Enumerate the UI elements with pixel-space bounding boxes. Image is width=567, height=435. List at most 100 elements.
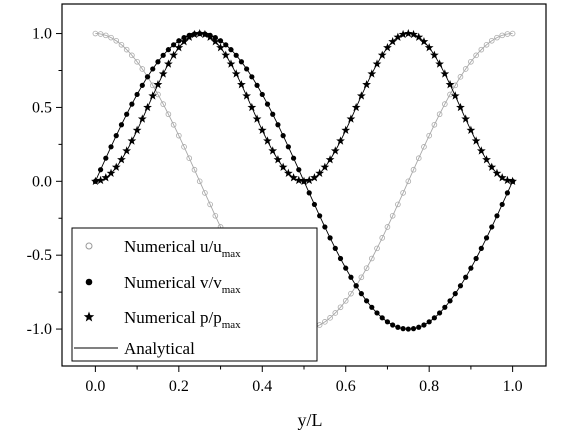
point-p — [289, 173, 298, 182]
point-p — [377, 50, 387, 59]
point-p — [430, 50, 439, 59]
point-v — [118, 122, 125, 128]
point-u — [400, 190, 406, 196]
point-p — [91, 176, 100, 186]
point-u — [196, 178, 203, 185]
point-p — [372, 59, 382, 68]
point-p — [263, 136, 272, 145]
point-v — [343, 265, 349, 271]
point-p — [137, 114, 147, 123]
point-u — [322, 319, 328, 325]
point-v — [369, 304, 375, 310]
point-u — [139, 66, 146, 72]
point-v — [437, 310, 443, 316]
x-tick-label: 0.0 — [85, 378, 105, 395]
point-u — [332, 310, 339, 316]
point-p — [117, 155, 126, 164]
point-v — [317, 213, 323, 219]
point-v — [249, 74, 255, 80]
point-p — [101, 173, 111, 182]
point-v — [259, 91, 265, 98]
point-v — [275, 122, 281, 128]
point-p — [325, 155, 335, 164]
series-p-markers — [91, 28, 517, 186]
point-p — [106, 168, 116, 177]
point-p — [351, 102, 361, 112]
point-v — [431, 315, 437, 321]
point-u — [165, 111, 172, 118]
point-p — [346, 114, 356, 123]
point-p — [205, 32, 215, 41]
point-v — [233, 52, 239, 58]
point-u — [342, 298, 349, 304]
point-v — [337, 255, 344, 262]
point-p — [237, 80, 246, 89]
point-v — [322, 224, 328, 230]
point-u — [108, 34, 114, 41]
point-p — [247, 102, 257, 112]
point-u — [494, 34, 500, 41]
point-v — [165, 47, 171, 53]
point-v — [285, 144, 291, 150]
point-u — [457, 74, 464, 80]
point-p — [127, 136, 137, 145]
point-u — [384, 224, 391, 230]
point-u — [405, 178, 412, 185]
point-v — [405, 326, 411, 332]
point-v — [113, 133, 119, 139]
point-u — [436, 111, 443, 118]
point-v — [217, 38, 224, 44]
point-p — [190, 29, 199, 39]
point-u — [129, 52, 135, 59]
point-p — [226, 59, 236, 68]
point-v — [463, 274, 469, 280]
point-p — [476, 146, 486, 155]
point-p — [132, 125, 142, 134]
point-p — [445, 80, 455, 89]
point-v — [410, 326, 417, 332]
point-p — [310, 173, 319, 182]
point-v — [395, 324, 401, 330]
point-v — [468, 265, 474, 271]
point-u — [212, 212, 219, 219]
point-p — [497, 173, 507, 182]
point-p — [414, 32, 424, 41]
point-v — [103, 155, 109, 161]
point-p — [231, 69, 241, 78]
point-v — [129, 101, 135, 107]
point-u — [421, 144, 427, 150]
point-v — [332, 245, 338, 251]
y-tick-label: 1.0 — [32, 26, 52, 43]
point-v — [457, 283, 464, 289]
point-v — [494, 213, 500, 219]
point-v — [327, 235, 333, 241]
point-p — [278, 162, 288, 171]
point-v — [442, 304, 448, 310]
legend-box — [71, 227, 318, 362]
point-p — [466, 125, 476, 134]
point-v — [134, 91, 140, 98]
point-p — [122, 146, 132, 155]
point-v — [280, 133, 286, 139]
point-u — [176, 132, 182, 139]
point-v — [311, 201, 318, 208]
point-u — [499, 32, 505, 39]
point-p — [153, 80, 163, 89]
point-v — [270, 111, 276, 117]
point-u — [410, 166, 417, 173]
point-p — [111, 162, 121, 171]
point-v — [379, 315, 385, 321]
point-p — [357, 91, 366, 100]
x-axis-title: y/L — [298, 410, 323, 430]
point-v — [353, 283, 359, 289]
point-p — [492, 168, 502, 177]
point-u — [327, 315, 333, 321]
point-v — [124, 111, 130, 117]
point-u — [202, 190, 208, 196]
x-tick-label: 1.0 — [503, 378, 523, 395]
legend-item-p: Numerical p/pmax — [124, 308, 241, 331]
point-v — [264, 101, 271, 107]
legend-item-analytical: Analytical — [124, 339, 195, 358]
point-v — [155, 59, 161, 65]
point-p — [409, 29, 418, 39]
